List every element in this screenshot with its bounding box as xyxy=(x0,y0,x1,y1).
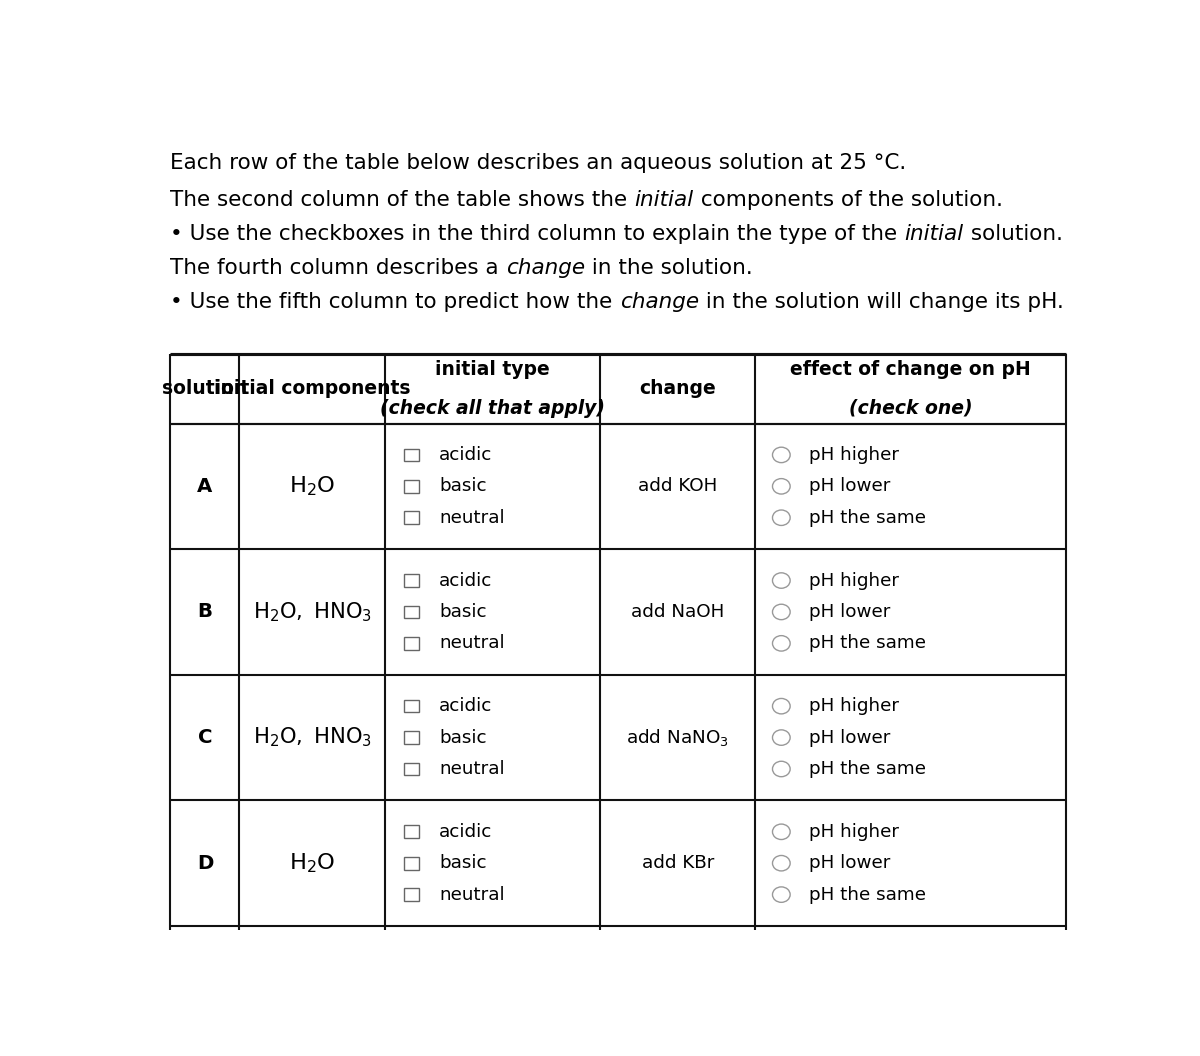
Text: change: change xyxy=(506,259,586,278)
Text: basic: basic xyxy=(439,729,487,747)
Circle shape xyxy=(773,604,790,620)
Bar xyxy=(404,762,419,775)
Text: pH higher: pH higher xyxy=(809,446,899,464)
Text: pH higher: pH higher xyxy=(809,823,899,841)
Text: pH the same: pH the same xyxy=(809,509,926,527)
Text: effect of change on pH: effect of change on pH xyxy=(791,360,1031,379)
Bar xyxy=(404,731,419,743)
Text: initial: initial xyxy=(905,224,964,244)
Text: acidic: acidic xyxy=(439,446,493,464)
Text: add NaOH: add NaOH xyxy=(631,603,725,621)
Text: pH the same: pH the same xyxy=(809,635,926,653)
Bar xyxy=(404,606,419,618)
Text: basic: basic xyxy=(439,603,487,621)
Text: basic: basic xyxy=(439,854,487,872)
Circle shape xyxy=(773,887,790,902)
Text: pH higher: pH higher xyxy=(809,697,899,715)
Bar xyxy=(404,888,419,901)
Text: pH the same: pH the same xyxy=(809,760,926,778)
Text: add KBr: add KBr xyxy=(642,854,714,872)
Text: initial components: initial components xyxy=(214,379,410,398)
Circle shape xyxy=(773,636,790,652)
Text: $\mathregular{H_2O}$: $\mathregular{H_2O}$ xyxy=(289,474,336,498)
Text: A: A xyxy=(197,477,212,496)
Text: D: D xyxy=(197,853,214,872)
Text: pH the same: pH the same xyxy=(809,886,926,904)
Text: pH higher: pH higher xyxy=(809,571,899,589)
Text: B: B xyxy=(198,603,212,621)
Text: pH lower: pH lower xyxy=(809,854,890,872)
Text: Each row of the table below describes an aqueous solution at 25 °C.: Each row of the table below describes an… xyxy=(170,153,907,173)
Text: neutral: neutral xyxy=(439,886,505,904)
Text: acidic: acidic xyxy=(439,571,493,589)
Text: The fourth column describes a: The fourth column describes a xyxy=(170,259,506,278)
Bar xyxy=(404,826,419,838)
Circle shape xyxy=(773,572,790,588)
Bar xyxy=(404,480,419,492)
Text: C: C xyxy=(198,728,212,747)
Text: (check all that apply): (check all that apply) xyxy=(380,399,605,418)
Bar xyxy=(404,700,419,713)
Text: neutral: neutral xyxy=(439,509,505,527)
Text: neutral: neutral xyxy=(439,760,505,778)
Text: pH lower: pH lower xyxy=(809,729,890,747)
Text: in the solution will change its pH.: in the solution will change its pH. xyxy=(698,293,1063,313)
Text: pH lower: pH lower xyxy=(809,477,890,495)
Text: initial: initial xyxy=(635,190,694,210)
Text: change: change xyxy=(619,293,698,313)
Text: $\mathregular{H_2O, \ HNO_3}$: $\mathregular{H_2O, \ HNO_3}$ xyxy=(253,725,372,750)
Circle shape xyxy=(773,824,790,840)
Bar xyxy=(404,449,419,461)
Circle shape xyxy=(773,478,790,494)
Circle shape xyxy=(773,510,790,526)
Bar xyxy=(404,637,419,649)
Text: solution: solution xyxy=(162,379,247,398)
Text: acidic: acidic xyxy=(439,823,493,841)
Text: (check one): (check one) xyxy=(848,399,972,418)
Bar xyxy=(170,355,1066,930)
Circle shape xyxy=(773,855,790,871)
Circle shape xyxy=(773,730,790,746)
Bar xyxy=(404,856,419,869)
Text: • Use the fifth column to predict how the: • Use the fifth column to predict how th… xyxy=(170,293,619,313)
Text: • Use the checkboxes in the third column to explain the type of the: • Use the checkboxes in the third column… xyxy=(170,224,905,244)
Text: The second column of the table shows the: The second column of the table shows the xyxy=(170,190,635,210)
Text: acidic: acidic xyxy=(439,697,493,715)
Text: $\mathregular{H_2O, \ HNO_3}$: $\mathregular{H_2O, \ HNO_3}$ xyxy=(253,600,372,624)
Text: neutral: neutral xyxy=(439,635,505,653)
Text: $\mathregular{H_2O}$: $\mathregular{H_2O}$ xyxy=(289,851,336,875)
Circle shape xyxy=(773,698,790,714)
Circle shape xyxy=(773,447,790,463)
Text: pH lower: pH lower xyxy=(809,603,890,621)
Text: add KOH: add KOH xyxy=(638,477,718,495)
Text: add NaNO$_3$: add NaNO$_3$ xyxy=(626,728,730,748)
Circle shape xyxy=(773,761,790,777)
Text: change: change xyxy=(640,379,716,398)
Bar xyxy=(404,574,419,587)
Text: solution.: solution. xyxy=(964,224,1062,244)
Bar xyxy=(404,511,419,524)
Text: initial type: initial type xyxy=(436,360,551,379)
Text: components of the solution.: components of the solution. xyxy=(694,190,1002,210)
Text: basic: basic xyxy=(439,477,487,495)
Text: in the solution.: in the solution. xyxy=(586,259,752,278)
